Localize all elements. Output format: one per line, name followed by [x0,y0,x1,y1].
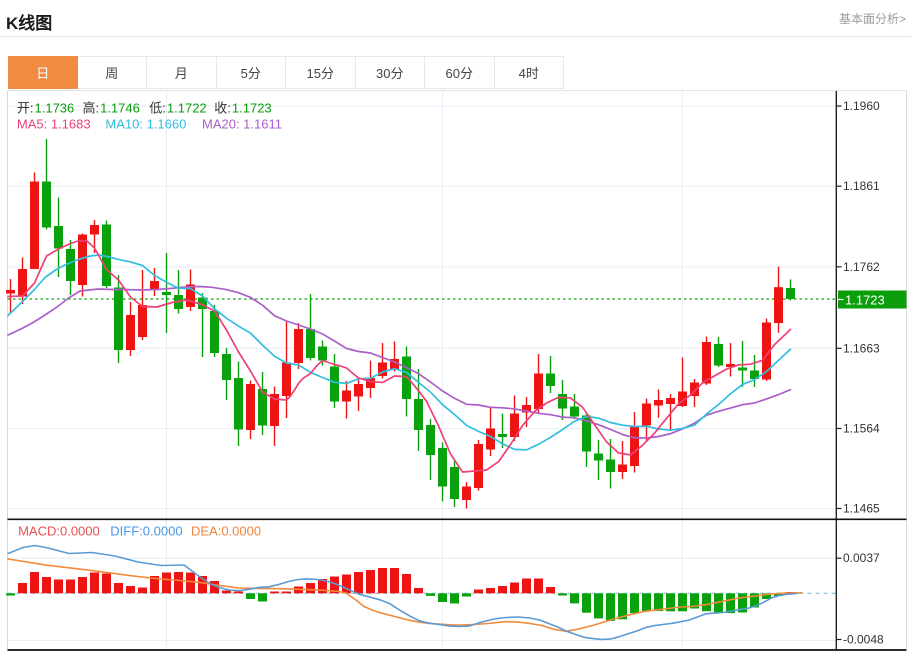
svg-text:MA5: 1.1683: MA5: 1.1683 [17,117,91,132]
svg-text:开:: 开: [17,101,34,116]
svg-text:0.0037: 0.0037 [843,551,880,565]
svg-text:1.1861: 1.1861 [843,179,880,193]
svg-text:MACD:0.0000: MACD:0.0000 [18,524,100,539]
svg-text:-0.0048: -0.0048 [843,633,884,647]
svg-text:MA20: 1.1611: MA20: 1.1611 [202,117,282,132]
svg-text:DIFF:0.0000: DIFF:0.0000 [110,524,182,539]
svg-text:1.1736: 1.1736 [35,101,75,116]
svg-text:高:: 高: [83,101,100,116]
svg-text:1.1723: 1.1723 [232,101,272,116]
svg-text:1.1746: 1.1746 [100,101,140,116]
svg-text:1.1723: 1.1723 [845,293,885,308]
svg-text:1.1960: 1.1960 [843,99,880,113]
svg-text:收:: 收: [214,101,231,116]
svg-text:1.1762: 1.1762 [843,260,880,274]
svg-text:DEA:0.0000: DEA:0.0000 [191,524,261,539]
svg-text:1.1465: 1.1465 [843,502,880,516]
svg-text:1.1564: 1.1564 [843,422,880,436]
svg-text:1.1722: 1.1722 [167,101,207,116]
svg-text:MA10: 1.1660: MA10: 1.1660 [105,117,186,132]
svg-text:低:: 低: [149,101,166,116]
svg-text:1.1663: 1.1663 [843,341,880,355]
